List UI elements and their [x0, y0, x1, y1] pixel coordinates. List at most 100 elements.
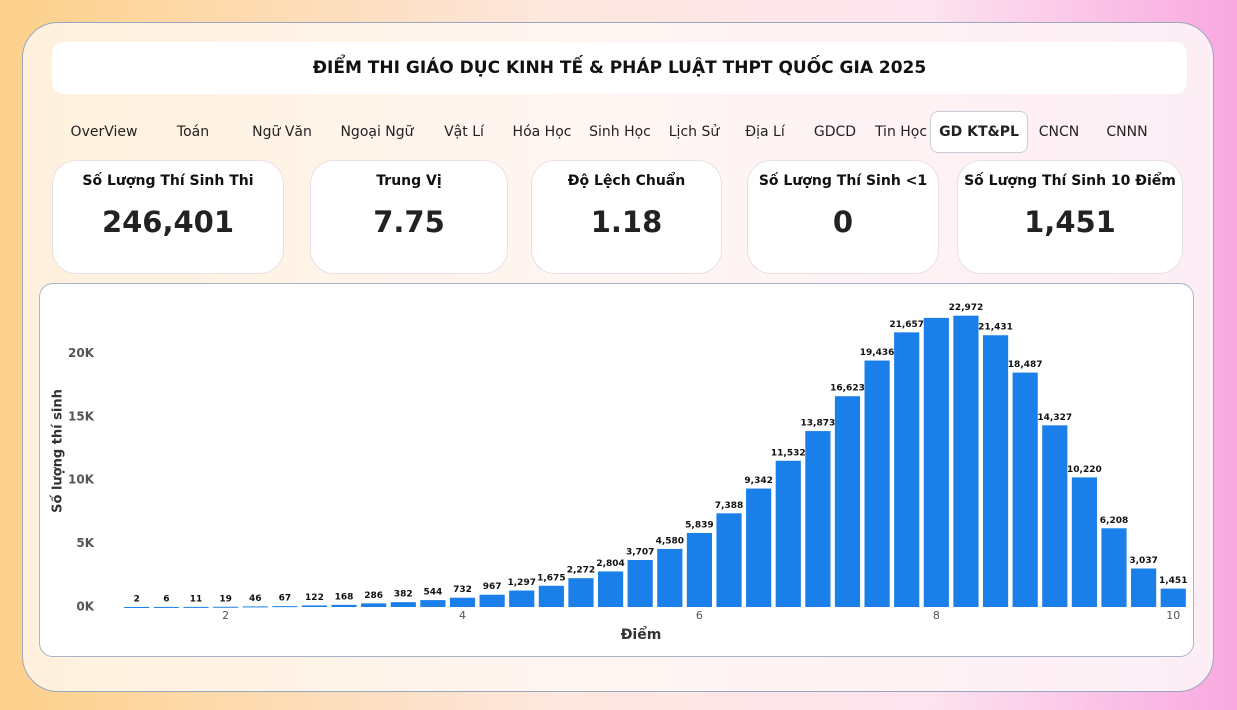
- bar: [568, 578, 594, 607]
- value-label: 732: [453, 585, 472, 595]
- bar: [272, 606, 298, 608]
- value-label: 46: [249, 594, 262, 604]
- x-tick-label: 4: [459, 609, 466, 622]
- value-label: 168: [335, 592, 354, 602]
- value-label: 1,297: [508, 578, 536, 588]
- kpi-label: Số Lượng Thí Sinh 10 Điểm: [964, 173, 1176, 189]
- bar: [982, 335, 1009, 607]
- value-label: 22,972: [949, 303, 984, 313]
- bar: [686, 532, 713, 607]
- value-label: 13,873: [801, 419, 836, 429]
- bar: [864, 360, 890, 607]
- bar: [775, 460, 801, 607]
- bar: [301, 605, 328, 607]
- kpi-value: 1.18: [590, 205, 663, 239]
- y-tick-label: 5K: [76, 536, 94, 550]
- value-label: 967: [483, 582, 502, 592]
- bar: [331, 604, 357, 607]
- tab[interactable]: Toán: [176, 124, 210, 140]
- y-tick-label: 10K: [68, 473, 95, 487]
- value-label: 7,388: [715, 501, 743, 511]
- kpi-card: Trung Vị 7.75: [310, 160, 508, 274]
- bar: [124, 606, 150, 608]
- bar: [390, 602, 416, 607]
- value-label: 2,804: [596, 559, 624, 569]
- value-label: 16,623: [830, 384, 865, 394]
- tab[interactable]: OverView: [70, 124, 138, 140]
- bar: [1131, 568, 1157, 607]
- bar: [242, 606, 268, 608]
- kpi-card: Số Lượng Thí Sinh <1 0: [747, 160, 939, 274]
- value-label: 21,657: [889, 320, 924, 330]
- bar: [1101, 528, 1127, 607]
- kpi-card: Độ Lệch Chuẩn 1.18: [531, 160, 722, 274]
- bar: [153, 606, 179, 608]
- value-label: 21,431: [978, 323, 1013, 333]
- kpi-value: 1,451: [1024, 205, 1116, 239]
- kpi-value: 0: [832, 205, 854, 239]
- value-label: 14,327: [1037, 413, 1072, 423]
- value-label: 11: [190, 594, 203, 604]
- value-label: 3,707: [626, 547, 654, 557]
- value-label: 5,839: [685, 520, 713, 530]
- value-label: 10,220: [1067, 465, 1102, 475]
- x-tick-label: 2: [222, 609, 229, 622]
- tab[interactable]: Ngoại Ngữ: [340, 124, 414, 140]
- kpi-label: Số Lượng Thí Sinh Thi: [82, 173, 254, 189]
- tab[interactable]: CNNN: [1106, 124, 1148, 140]
- bar: [657, 548, 683, 607]
- title-bar: ĐIỂM THI GIÁO DỤC KINH TẾ & PHÁP LUẬT TH…: [52, 42, 1187, 94]
- x-axis-title: Điểm: [621, 626, 662, 643]
- title: ĐIỂM THI GIÁO DỤC KINH TẾ & PHÁP LUẬT TH…: [312, 58, 927, 78]
- tab[interactable]: Địa Lí: [745, 124, 785, 140]
- tab[interactable]: GD KT&PL: [930, 111, 1028, 153]
- bar: [746, 488, 772, 607]
- bar: [597, 571, 624, 607]
- value-label: 1,451: [1159, 576, 1187, 586]
- tab[interactable]: Vật Lí: [444, 124, 484, 140]
- bar: [361, 603, 387, 607]
- value-label: 544: [424, 588, 443, 598]
- value-label: 2: [134, 594, 140, 604]
- bar: [1160, 588, 1186, 607]
- tab[interactable]: Tin Học: [874, 124, 928, 140]
- value-label: 122: [305, 593, 324, 603]
- tab[interactable]: CNCN: [1038, 124, 1080, 140]
- bar: [923, 317, 949, 607]
- value-label: 1,675: [537, 573, 565, 583]
- value-label: 286: [364, 591, 383, 601]
- value-label: 4,580: [656, 536, 684, 546]
- tab[interactable]: Lịch Sử: [668, 124, 720, 140]
- value-label: 9,342: [744, 476, 772, 486]
- bar: [716, 513, 742, 607]
- bar: [834, 396, 861, 607]
- kpi-card: Số Lượng Thí Sinh 10 Điểm 1,451: [957, 160, 1183, 274]
- bar: [479, 594, 505, 607]
- x-tick-label: 8: [933, 609, 940, 622]
- tab[interactable]: GDCD: [813, 124, 857, 140]
- x-tick-label: 6: [696, 609, 703, 622]
- y-tick-label: 20K: [68, 346, 95, 360]
- bar: [509, 590, 535, 607]
- tab[interactable]: Ngữ Văn: [252, 124, 312, 140]
- bar: [213, 606, 239, 608]
- bar: [1042, 425, 1068, 607]
- tab[interactable]: Sinh Học: [589, 124, 651, 140]
- kpi-value: 246,401: [101, 205, 235, 239]
- value-label: 6,208: [1100, 516, 1128, 526]
- bar: [627, 559, 653, 607]
- bar: [183, 606, 209, 608]
- value-label: 382: [394, 590, 413, 600]
- tab[interactable]: Hóa Học: [512, 124, 572, 140]
- bar: [953, 315, 979, 607]
- bar: [1071, 477, 1097, 607]
- bar: [538, 585, 564, 607]
- bar: [894, 332, 920, 607]
- x-tick-label: 10: [1166, 609, 1180, 622]
- value-label: 6: [163, 594, 169, 604]
- kpi-label: Số Lượng Thí Sinh <1: [758, 173, 928, 189]
- kpi-label: Trung Vị: [376, 173, 442, 189]
- y-tick-label: 15K: [68, 409, 95, 423]
